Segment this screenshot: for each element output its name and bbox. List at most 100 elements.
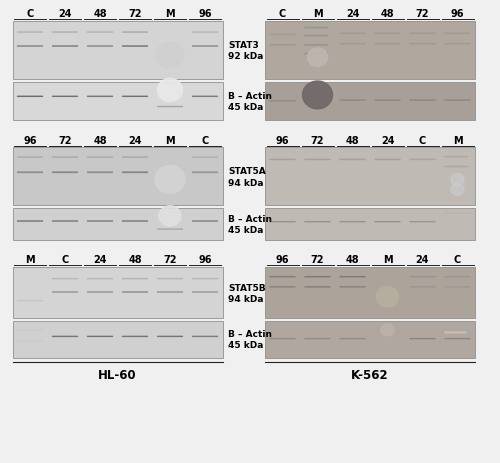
FancyBboxPatch shape — [122, 278, 148, 280]
Text: C: C — [279, 9, 286, 19]
FancyBboxPatch shape — [192, 46, 218, 48]
FancyBboxPatch shape — [192, 278, 218, 280]
FancyBboxPatch shape — [52, 336, 78, 338]
Text: M: M — [312, 9, 322, 19]
FancyBboxPatch shape — [410, 100, 436, 102]
FancyBboxPatch shape — [304, 221, 330, 223]
Bar — [265, 22, 475, 80]
Text: HL-60: HL-60 — [98, 368, 137, 381]
Text: B – Actin
45 kDa: B – Actin 45 kDa — [228, 91, 272, 112]
Bar — [265, 148, 475, 206]
FancyBboxPatch shape — [122, 157, 148, 158]
Text: 72: 72 — [416, 9, 429, 19]
FancyBboxPatch shape — [444, 332, 466, 334]
Text: 96: 96 — [451, 9, 464, 19]
FancyBboxPatch shape — [192, 32, 218, 34]
Circle shape — [451, 174, 464, 186]
FancyBboxPatch shape — [17, 46, 43, 48]
Bar — [12, 148, 222, 206]
FancyBboxPatch shape — [270, 45, 295, 46]
FancyBboxPatch shape — [374, 159, 400, 161]
FancyBboxPatch shape — [17, 330, 43, 331]
FancyBboxPatch shape — [444, 33, 470, 35]
FancyBboxPatch shape — [87, 292, 113, 293]
FancyBboxPatch shape — [122, 172, 148, 174]
FancyBboxPatch shape — [340, 287, 365, 288]
FancyBboxPatch shape — [340, 100, 365, 102]
FancyBboxPatch shape — [444, 44, 470, 45]
FancyBboxPatch shape — [52, 172, 78, 174]
FancyBboxPatch shape — [340, 33, 365, 35]
Bar — [12, 22, 222, 80]
FancyBboxPatch shape — [304, 54, 328, 56]
Bar — [12, 82, 222, 120]
FancyBboxPatch shape — [17, 341, 43, 342]
FancyBboxPatch shape — [304, 36, 328, 38]
FancyBboxPatch shape — [410, 159, 436, 161]
Text: M: M — [452, 135, 462, 145]
Text: 96: 96 — [198, 9, 212, 19]
Text: 96: 96 — [198, 255, 212, 265]
FancyBboxPatch shape — [17, 32, 43, 34]
FancyBboxPatch shape — [122, 336, 148, 338]
Text: 48: 48 — [128, 255, 142, 265]
FancyBboxPatch shape — [374, 221, 400, 223]
FancyBboxPatch shape — [17, 221, 43, 222]
Text: 72: 72 — [311, 135, 324, 145]
FancyBboxPatch shape — [157, 278, 183, 280]
FancyBboxPatch shape — [52, 32, 78, 34]
Circle shape — [155, 166, 185, 194]
FancyBboxPatch shape — [192, 172, 218, 174]
FancyBboxPatch shape — [444, 338, 470, 339]
Text: M: M — [25, 255, 35, 265]
Circle shape — [159, 206, 181, 227]
FancyBboxPatch shape — [340, 221, 365, 223]
Text: 24: 24 — [128, 135, 142, 145]
FancyBboxPatch shape — [87, 172, 113, 174]
Circle shape — [156, 43, 184, 69]
Text: STAT5B
94 kDa: STAT5B 94 kDa — [228, 283, 266, 303]
FancyBboxPatch shape — [122, 32, 148, 34]
FancyBboxPatch shape — [444, 166, 468, 168]
FancyBboxPatch shape — [270, 338, 295, 339]
FancyBboxPatch shape — [87, 336, 113, 338]
FancyBboxPatch shape — [410, 33, 436, 35]
FancyBboxPatch shape — [374, 44, 400, 45]
Bar — [265, 82, 475, 120]
FancyBboxPatch shape — [192, 292, 218, 293]
Text: 96: 96 — [276, 255, 289, 265]
Text: 48: 48 — [346, 255, 360, 265]
FancyBboxPatch shape — [192, 96, 218, 98]
FancyBboxPatch shape — [52, 96, 78, 98]
FancyBboxPatch shape — [17, 96, 43, 98]
Circle shape — [308, 49, 328, 67]
Text: B – Actin
45 kDa: B – Actin 45 kDa — [228, 329, 272, 350]
Text: 72: 72 — [311, 255, 324, 265]
FancyBboxPatch shape — [192, 336, 218, 338]
Text: 24: 24 — [58, 9, 72, 19]
Text: 72: 72 — [128, 9, 142, 19]
Bar — [12, 208, 222, 241]
FancyBboxPatch shape — [410, 44, 436, 45]
FancyBboxPatch shape — [87, 32, 113, 34]
FancyBboxPatch shape — [304, 338, 330, 339]
FancyBboxPatch shape — [304, 287, 330, 288]
Bar — [12, 268, 222, 319]
FancyBboxPatch shape — [304, 45, 328, 47]
FancyBboxPatch shape — [87, 157, 113, 158]
Text: 24: 24 — [93, 255, 107, 265]
FancyBboxPatch shape — [17, 300, 43, 301]
Text: 72: 72 — [58, 135, 72, 145]
Circle shape — [451, 184, 464, 196]
FancyBboxPatch shape — [157, 336, 183, 338]
Bar — [265, 321, 475, 358]
Text: M: M — [382, 255, 392, 265]
Text: 96: 96 — [23, 135, 37, 145]
Text: 48: 48 — [93, 9, 107, 19]
Text: C: C — [419, 135, 426, 145]
Text: 48: 48 — [380, 9, 394, 19]
FancyBboxPatch shape — [52, 46, 78, 48]
FancyBboxPatch shape — [157, 229, 183, 230]
FancyBboxPatch shape — [52, 157, 78, 158]
FancyBboxPatch shape — [122, 96, 148, 98]
